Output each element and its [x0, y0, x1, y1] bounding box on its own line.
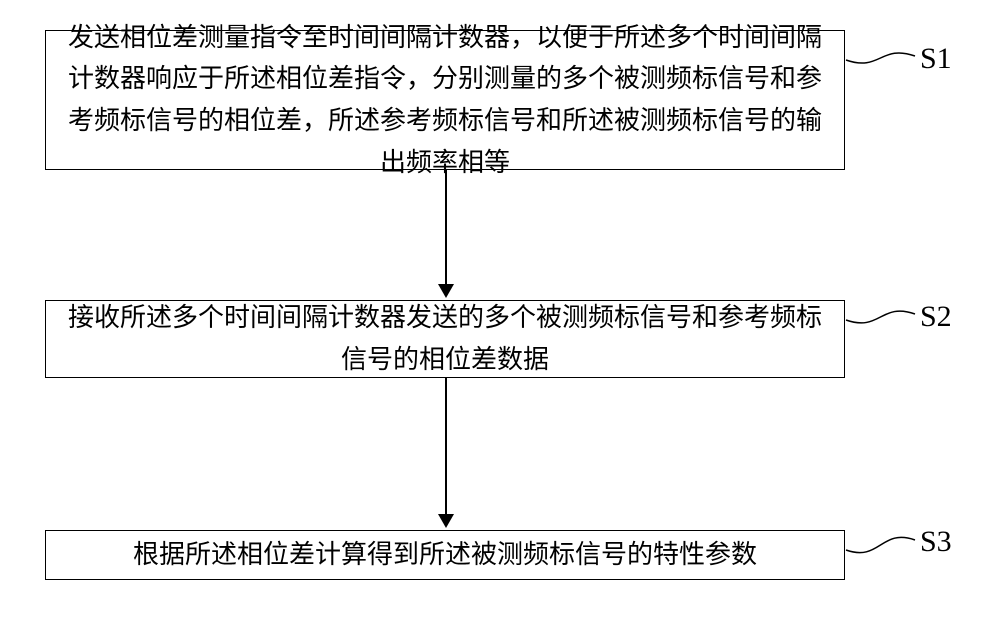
connector-s1 — [841, 41, 920, 75]
connector-s2 — [841, 299, 920, 335]
step-s1-box: 发送相位差测量指令至时间间隔计数器，以便于所述多个时间间隔计数器响应于所述相位差… — [45, 30, 845, 170]
flowchart-canvas: 发送相位差测量指令至时间间隔计数器，以便于所述多个时间间隔计数器响应于所述相位差… — [0, 0, 1000, 618]
arrow-s1-s2-head — [438, 284, 454, 298]
label-s2: S2 — [920, 300, 952, 334]
arrow-s1-s2-line — [445, 170, 447, 286]
label-s3: S3 — [920, 525, 952, 559]
step-s2-box: 接收所述多个时间间隔计数器发送的多个被测频标信号和参考频标信号的相位差数据 — [45, 300, 845, 378]
step-s3-text: 根据所述相位差计算得到所述被测频标信号的特性参数 — [133, 534, 757, 576]
arrow-s2-s3-head — [438, 514, 454, 528]
label-s1: S1 — [920, 42, 952, 76]
step-s1-text: 发送相位差测量指令至时间间隔计数器，以便于所述多个时间间隔计数器响应于所述相位差… — [58, 17, 832, 183]
step-s2-text: 接收所述多个时间间隔计数器发送的多个被测频标信号和参考频标信号的相位差数据 — [58, 297, 832, 380]
connector-s3 — [841, 525, 920, 565]
step-s3-box: 根据所述相位差计算得到所述被测频标信号的特性参数 — [45, 530, 845, 580]
arrow-s2-s3-line — [445, 378, 447, 516]
